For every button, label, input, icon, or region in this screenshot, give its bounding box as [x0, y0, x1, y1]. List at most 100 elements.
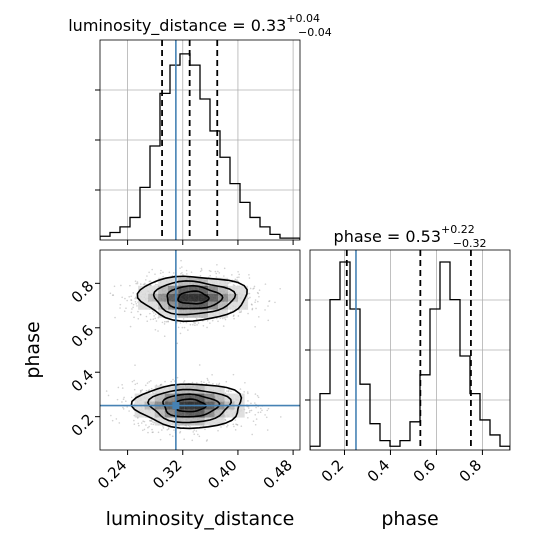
sample-point [111, 294, 114, 296]
luminosity-distance-title-prefix: luminosity_distance = [68, 16, 250, 36]
density-cell [168, 293, 179, 302]
sample-point [252, 420, 255, 423]
sample-point [105, 390, 108, 392]
sample-point [122, 406, 124, 409]
sample-point [135, 282, 137, 285]
sample-point [181, 271, 183, 274]
sample-point [153, 315, 155, 317]
sample-point [151, 391, 154, 394]
sample-point [266, 409, 269, 412]
sample-point [274, 301, 276, 304]
density-cell [134, 409, 145, 418]
sample-point [258, 295, 260, 298]
sample-point [226, 425, 228, 428]
sample-point [96, 284, 98, 286]
sample-point [126, 299, 128, 302]
density-cell [158, 277, 169, 286]
density-cell [158, 285, 169, 294]
sample-point [121, 401, 123, 403]
sample-point [119, 307, 121, 309]
sample-point [234, 419, 237, 421]
sample-point [251, 433, 253, 436]
phase-histogram-frame [309, 249, 511, 451]
luminosity-distance-title-value: 0.33 [251, 16, 287, 35]
density-cell [198, 293, 209, 302]
sample-point [147, 426, 149, 429]
sample-point [254, 402, 256, 404]
sample-point [119, 303, 122, 306]
sample-point [246, 412, 248, 414]
sample-point [243, 391, 245, 393]
sample-point [233, 425, 235, 428]
sample-point [148, 271, 150, 274]
sample-point [130, 299, 133, 301]
sample-point [132, 292, 135, 294]
sample-point [257, 316, 260, 318]
sample-point [181, 266, 183, 268]
phase-quantile-lines [345, 250, 472, 450]
sample-point [266, 429, 269, 431]
sample-point [171, 435, 174, 437]
luminosity-distance-quantile-lines [161, 40, 219, 240]
density-cell [238, 285, 249, 294]
density-cell [188, 285, 199, 294]
sample-point [191, 439, 194, 442]
sample-point [209, 322, 211, 324]
sample-point [248, 292, 251, 295]
sample-point [200, 267, 203, 270]
density-cell [158, 293, 169, 302]
sample-point [247, 392, 249, 395]
sample-point [150, 387, 153, 390]
sample-point [131, 380, 134, 383]
sample-point [148, 280, 151, 283]
density-cell [164, 417, 175, 426]
sample-point [246, 391, 249, 393]
luminosity-distance-title: luminosity_distance = 0.33+0.04 −0.04 [68, 12, 332, 39]
sample-point [222, 325, 225, 327]
sample-point [169, 433, 171, 436]
density-cell [184, 393, 195, 402]
sample-point [236, 276, 239, 279]
sample-point [226, 424, 229, 427]
sample-point [136, 382, 139, 385]
sample-point [216, 263, 218, 266]
sample-point [279, 416, 282, 418]
sample-point [130, 295, 132, 298]
scatter-frame [99, 249, 301, 451]
sample-point [183, 380, 186, 382]
sample-point [179, 332, 182, 335]
sample-point [129, 284, 131, 287]
density-cell [144, 409, 155, 418]
sample-point [130, 396, 133, 399]
density-cell [138, 293, 149, 302]
density-cell [228, 293, 239, 302]
sample-point [224, 419, 227, 422]
sample-point [234, 278, 237, 281]
sample-point [111, 419, 114, 422]
sample-point [250, 402, 252, 405]
sample-point [252, 288, 254, 290]
x-tick-label: 0.8 [456, 456, 486, 486]
sample-point [249, 296, 251, 299]
sample-point [193, 433, 196, 435]
sample-point [109, 292, 112, 295]
sample-point [217, 270, 219, 273]
density-contour [152, 280, 237, 316]
density-cell [238, 293, 249, 302]
sample-point [168, 271, 171, 274]
density-cell [218, 285, 229, 294]
truth-marker [172, 402, 180, 410]
density-cell [138, 285, 149, 294]
sample-point [150, 419, 153, 421]
sample-point [139, 313, 142, 316]
sample-point [261, 409, 263, 412]
sample-point [268, 300, 270, 303]
sample-point [149, 312, 151, 315]
sample-point [255, 307, 257, 310]
density-cell [218, 277, 229, 286]
sample-point [177, 326, 180, 329]
x-tick-label: 0.32 [149, 456, 185, 492]
density-cell [214, 409, 225, 418]
sample-point [186, 273, 188, 275]
sample-point [195, 430, 198, 432]
